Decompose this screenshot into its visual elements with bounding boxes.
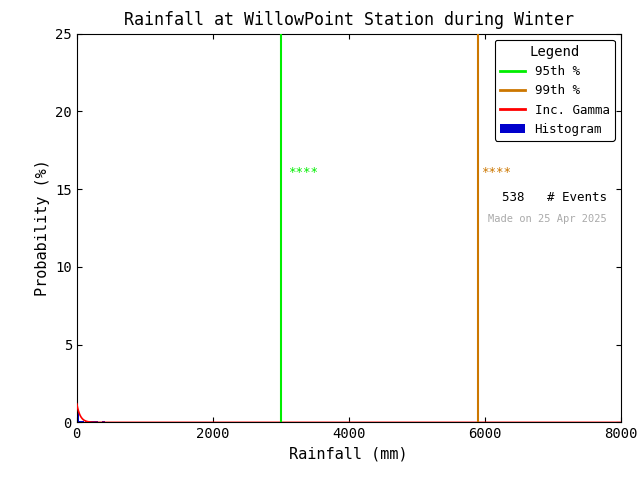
Y-axis label: Probability (%): Probability (%): [35, 159, 50, 297]
Bar: [77, 421, 79, 422]
Text: ****: ****: [481, 166, 511, 179]
Text: Made on 25 Apr 2025: Made on 25 Apr 2025: [488, 215, 607, 224]
Bar: [80, 421, 83, 422]
Bar: [77, 411, 79, 422]
Title: Rainfall at WillowPoint Station during Winter: Rainfall at WillowPoint Station during W…: [124, 11, 574, 29]
X-axis label: Rainfall (mm): Rainfall (mm): [289, 447, 408, 462]
Bar: [79, 421, 82, 422]
Bar: [92, 421, 94, 422]
Bar: [83, 421, 86, 422]
Bar: [102, 421, 104, 422]
Bar: [95, 421, 98, 422]
Text: ****: ****: [287, 166, 317, 179]
Bar: [80, 421, 83, 422]
Bar: [81, 421, 84, 422]
Text: 538   # Events: 538 # Events: [502, 191, 607, 204]
Bar: [95, 421, 97, 422]
Bar: [92, 421, 95, 422]
Legend: 95th %, 99th %, Inc. Gamma, Histogram: 95th %, 99th %, Inc. Gamma, Histogram: [495, 40, 614, 141]
Bar: [85, 421, 88, 422]
Bar: [81, 421, 83, 422]
Bar: [86, 421, 88, 422]
Bar: [90, 421, 92, 422]
Bar: [84, 421, 86, 422]
Bar: [76, 421, 79, 422]
